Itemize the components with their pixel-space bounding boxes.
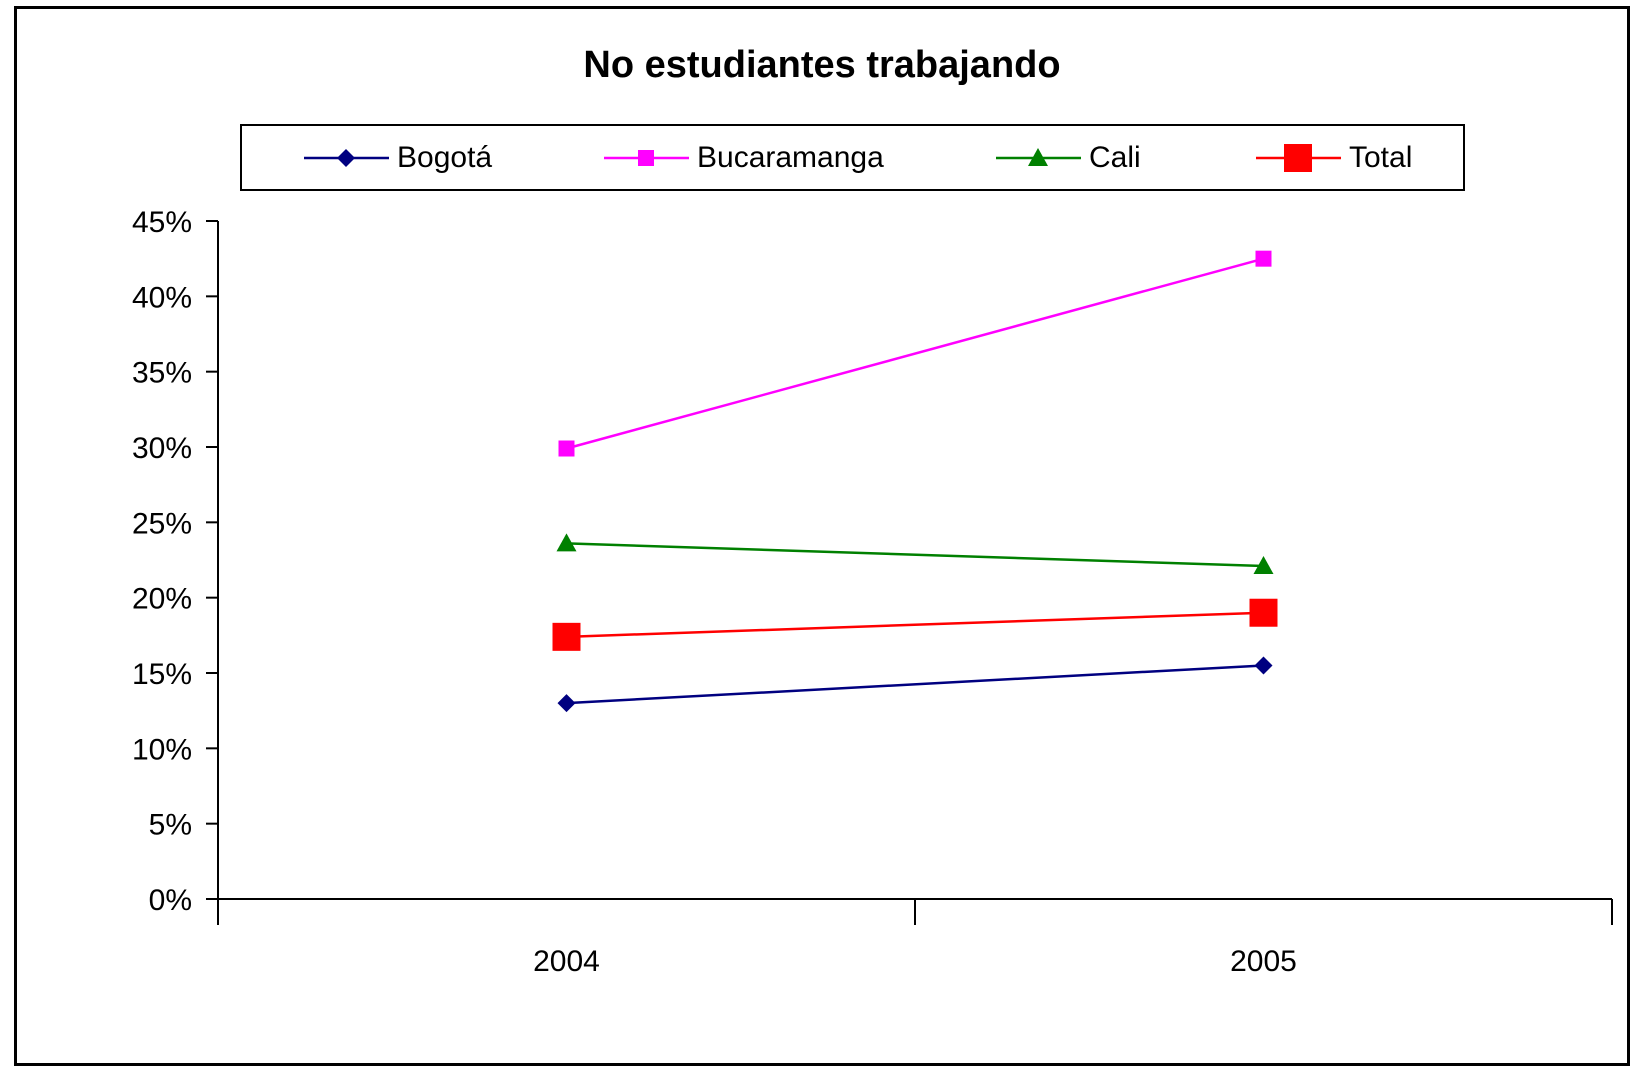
data-point (558, 440, 575, 457)
y-tick-label: 35% (132, 357, 192, 390)
line-chart: No estudiantes trabajando Bogotá Bucarama… (132, 44, 1613, 978)
series-line (566, 664, 1264, 705)
legend-item: Bucaramanga (604, 141, 884, 174)
series-line (566, 257, 1264, 450)
series-bogotá (557, 656, 1273, 713)
data-point (557, 694, 576, 713)
y-tick-label: 10% (132, 733, 192, 766)
chart-title: No estudiantes trabajando (583, 44, 1060, 86)
y-tick-label: 5% (149, 809, 192, 842)
data-point (1255, 250, 1272, 267)
legend-label: Bucaramanga (697, 141, 884, 174)
series-line (566, 542, 1264, 568)
series-total (552, 598, 1278, 651)
x-tick-label: 2005 (1230, 945, 1297, 978)
y-tick-label: 25% (132, 507, 192, 540)
y-tick-label: 15% (132, 658, 192, 691)
x-tick-label: 2004 (533, 945, 600, 978)
data-point (552, 622, 581, 651)
plot-area (552, 250, 1278, 713)
legend-item: Cali (996, 141, 1141, 174)
legend-label: Total (1349, 141, 1412, 174)
series-bucaramanga (558, 250, 1272, 457)
data-point (1253, 556, 1274, 575)
legend-marker (337, 149, 355, 167)
legend-label: Bogotá (397, 141, 492, 174)
data-point (1254, 656, 1273, 675)
series-line (566, 611, 1264, 639)
legend-marker (638, 150, 654, 166)
y-tick-label: 30% (132, 432, 192, 465)
legend: Bogotá Bucaramanga Cali Total (240, 124, 1465, 191)
series-cali (556, 533, 1274, 575)
y-tick-label: 40% (132, 281, 192, 314)
y-tick-label: 20% (132, 583, 192, 616)
legend-marker (1284, 144, 1312, 172)
legend-label: Cali (1089, 141, 1141, 174)
legend-item: Total (1256, 141, 1412, 174)
data-point (556, 533, 577, 552)
axes: 0% 5% 10% 15% 20% 25% 30% 35% 40% 45% 2004 2005 (132, 206, 1613, 978)
data-point (1249, 598, 1278, 627)
legend-marker (1028, 148, 1048, 166)
y-tick-label: 45% (132, 206, 192, 239)
legend-item: Bogotá (304, 141, 492, 174)
y-tick-label: 0% (149, 884, 192, 917)
